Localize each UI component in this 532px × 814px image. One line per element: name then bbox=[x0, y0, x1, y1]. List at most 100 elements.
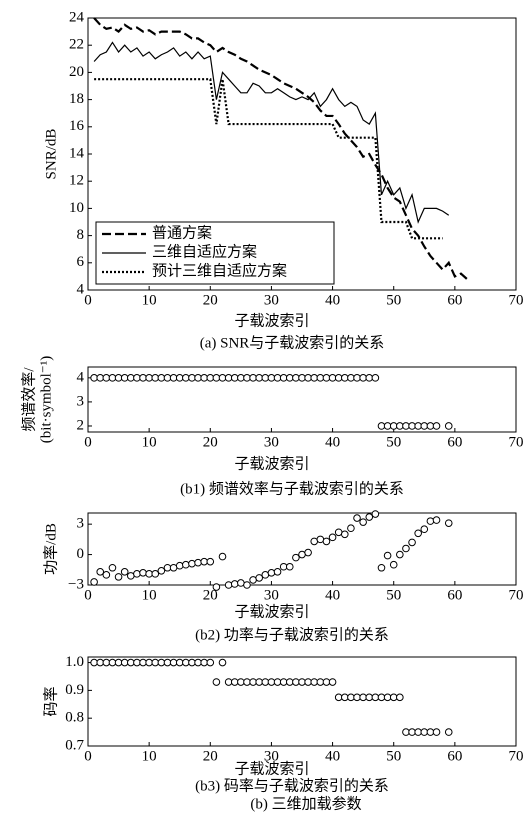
x-tick-label: 10 bbox=[142, 434, 157, 450]
x-tick-label: 30 bbox=[264, 292, 279, 308]
legend-label: 普通方案 bbox=[152, 223, 212, 241]
point bbox=[371, 693, 380, 702]
series-line bbox=[93, 17, 468, 280]
point bbox=[218, 658, 227, 667]
point bbox=[328, 374, 337, 382]
point bbox=[90, 374, 98, 382]
point bbox=[96, 658, 105, 667]
point bbox=[408, 538, 416, 547]
chart-title: (b1) 频谱效率与子载波索引的关系 bbox=[180, 480, 404, 497]
point bbox=[396, 550, 404, 559]
x-tick-label: 60 bbox=[447, 587, 462, 603]
x-tick-label: 0 bbox=[84, 292, 92, 308]
point bbox=[237, 678, 245, 686]
point bbox=[334, 528, 343, 537]
point bbox=[383, 422, 392, 430]
point bbox=[102, 571, 111, 579]
point bbox=[127, 374, 135, 382]
point bbox=[157, 567, 166, 575]
point bbox=[408, 422, 416, 430]
point bbox=[157, 374, 166, 382]
y-tick-label: 0 bbox=[77, 546, 85, 562]
point bbox=[200, 557, 208, 566]
x-tick-label: 40 bbox=[325, 748, 340, 764]
point bbox=[261, 678, 270, 686]
point bbox=[365, 513, 374, 521]
point bbox=[322, 678, 331, 686]
point bbox=[145, 658, 153, 667]
point bbox=[377, 693, 386, 702]
point bbox=[432, 728, 441, 736]
point bbox=[249, 576, 257, 584]
point bbox=[316, 678, 325, 686]
point bbox=[151, 658, 160, 667]
y-tick-label: 22 bbox=[69, 37, 84, 53]
point bbox=[237, 374, 245, 382]
y-tick-label: 20 bbox=[69, 64, 84, 80]
point bbox=[389, 422, 398, 430]
y-tick-label: 3 bbox=[77, 516, 85, 532]
point bbox=[175, 374, 184, 382]
figure-caption: (b) 三维加载参数 bbox=[250, 795, 361, 812]
point bbox=[292, 678, 300, 686]
point bbox=[145, 570, 153, 578]
y-tick-label: 0.8 bbox=[65, 710, 84, 726]
chart-title: (b2) 功率与子载波索引的关系 bbox=[195, 626, 389, 643]
point bbox=[133, 374, 141, 382]
point bbox=[279, 678, 288, 686]
point bbox=[255, 574, 264, 582]
y-tick-label: 4 bbox=[77, 281, 85, 297]
point bbox=[169, 374, 178, 382]
x-tick-label: 10 bbox=[142, 587, 157, 603]
x-tick-label: 70 bbox=[509, 748, 524, 764]
x-tick-label: 60 bbox=[447, 748, 462, 764]
point bbox=[237, 579, 245, 587]
point bbox=[267, 569, 276, 577]
point bbox=[432, 422, 441, 430]
point bbox=[359, 518, 367, 526]
point bbox=[151, 570, 160, 578]
point bbox=[249, 678, 257, 686]
point bbox=[188, 374, 196, 382]
point bbox=[334, 374, 343, 382]
point bbox=[120, 658, 129, 667]
y-tick-label: 16 bbox=[69, 118, 85, 134]
point bbox=[396, 422, 404, 430]
point bbox=[347, 374, 355, 382]
y-axis-label: 码率 bbox=[42, 686, 59, 716]
y-tick-label: 2 bbox=[77, 417, 85, 433]
point bbox=[298, 374, 306, 382]
point bbox=[224, 678, 233, 686]
y-tick-label: 1.0 bbox=[65, 654, 84, 670]
point bbox=[304, 678, 312, 686]
point bbox=[402, 422, 410, 430]
point bbox=[90, 658, 98, 667]
point bbox=[341, 530, 349, 539]
point bbox=[316, 535, 325, 544]
x-tick-label: 70 bbox=[509, 587, 524, 603]
point bbox=[194, 374, 202, 382]
point bbox=[127, 572, 135, 580]
point bbox=[163, 563, 172, 572]
point bbox=[298, 678, 306, 686]
point bbox=[255, 374, 264, 382]
point bbox=[230, 678, 239, 686]
point bbox=[365, 374, 374, 382]
point bbox=[444, 422, 453, 430]
chart-title: (a) SNR与子载波索引的关系 bbox=[200, 334, 385, 351]
point bbox=[206, 658, 215, 667]
point bbox=[316, 374, 325, 382]
point bbox=[194, 558, 202, 567]
point bbox=[102, 374, 111, 382]
chart-title: (b3) 码率与子载波索引的关系 bbox=[195, 777, 389, 794]
x-tick-label: 20 bbox=[203, 748, 218, 764]
point bbox=[353, 374, 361, 382]
point bbox=[347, 693, 355, 702]
series-line bbox=[94, 78, 443, 240]
point bbox=[127, 658, 135, 667]
x-tick-label: 50 bbox=[386, 748, 401, 764]
point bbox=[377, 422, 386, 430]
point bbox=[200, 374, 208, 382]
y-tick-label: 4 bbox=[77, 369, 85, 385]
point bbox=[188, 559, 196, 568]
